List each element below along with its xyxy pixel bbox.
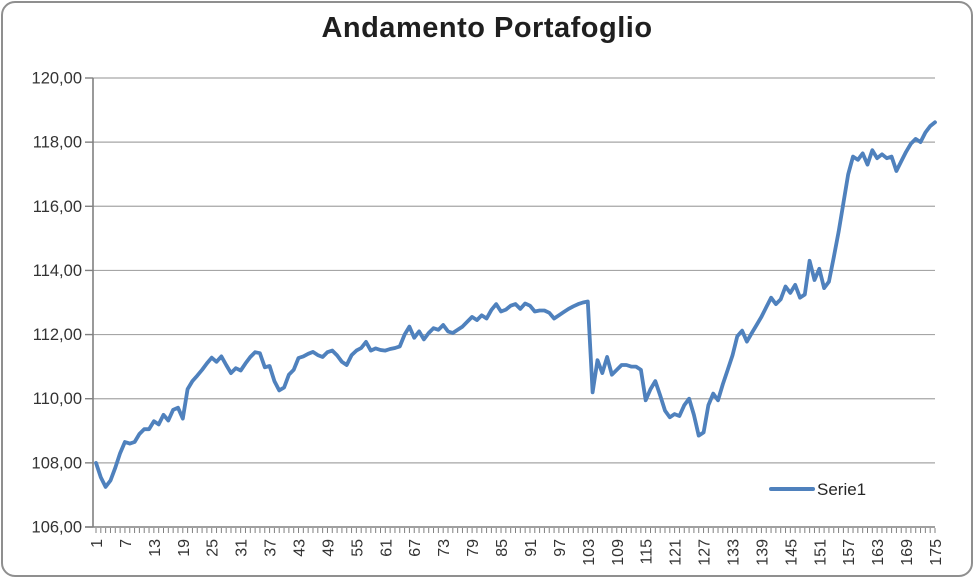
x-tick-label: 103 — [581, 539, 598, 566]
x-tick-label: 79 — [465, 539, 482, 557]
x-tick-label: 97 — [552, 539, 569, 557]
x-tick-label: 169 — [899, 539, 916, 566]
x-tick-label: 85 — [494, 539, 511, 557]
x-tick-label: 175 — [928, 539, 945, 566]
x-tick-label: 91 — [523, 539, 540, 557]
x-tick-label: 157 — [841, 539, 858, 566]
y-tick-label: 112,00 — [33, 326, 82, 344]
x-tick-label: 55 — [349, 539, 366, 557]
x-tick-label: 1 — [89, 539, 106, 548]
x-tick-label: 121 — [668, 539, 685, 566]
y-tick-label: 114,00 — [33, 262, 82, 280]
x-tick-label: 145 — [783, 539, 800, 566]
chart-title: Andamento Portafoglio — [321, 12, 653, 44]
x-tick-label: 19 — [176, 539, 193, 557]
x-tick-label: 109 — [610, 539, 627, 566]
legend-series-label: Serie1 — [817, 479, 867, 499]
legend-line-sample — [769, 487, 815, 491]
y-tick-label: 110,00 — [33, 390, 82, 408]
x-tick-label: 31 — [234, 539, 251, 557]
x-tick-label: 61 — [378, 539, 395, 557]
x-tick-label: 25 — [205, 539, 222, 557]
y-tick-label: 118,00 — [33, 134, 82, 152]
y-tick-label: 108,00 — [32, 454, 82, 472]
x-tick-label: 133 — [725, 539, 742, 566]
x-tick-label: 151 — [812, 539, 829, 566]
x-tick-label: 7 — [118, 539, 135, 548]
x-tick-label: 115 — [639, 539, 656, 565]
y-tick-label: 120,00 — [32, 70, 82, 88]
y-tick-label: 116,00 — [33, 198, 82, 216]
x-tick-label: 37 — [263, 539, 280, 557]
x-tick-label: 43 — [292, 539, 309, 557]
x-tick-label: 139 — [754, 539, 771, 566]
x-tick-label: 49 — [320, 539, 337, 557]
x-tick-label: 73 — [436, 539, 453, 557]
legend: Serie1 — [769, 477, 866, 501]
y-tick-label: 106,00 — [32, 519, 82, 537]
x-tick-label: 127 — [697, 539, 714, 566]
x-tick-label: 163 — [870, 539, 887, 566]
series-line — [94, 120, 937, 489]
x-tick-label: 13 — [147, 539, 164, 557]
x-tick-label: 67 — [407, 539, 424, 557]
